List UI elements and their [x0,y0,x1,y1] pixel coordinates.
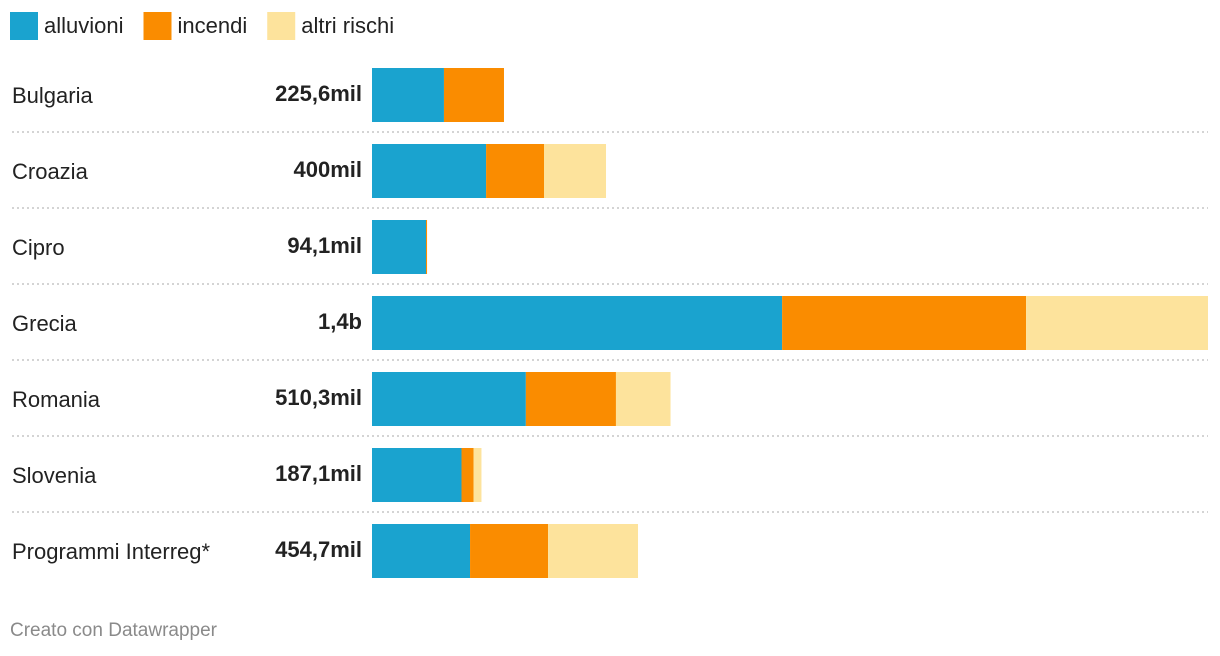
bar-segment [548,524,639,578]
bar-segment [372,524,471,578]
bar-segment [782,296,1027,350]
total-label: 510,3mil [275,385,362,410]
total-label: 225,6mil [275,81,362,106]
bar-segment [461,448,474,502]
bar-segment [543,144,607,198]
legend-label: incendi [178,13,248,38]
bar-segment [443,68,504,122]
bar-segment [525,372,616,426]
category-label: Programmi Interreg* [12,539,211,564]
total-label: 187,1mil [275,461,362,486]
total-label: 94,1mil [287,233,362,258]
bar-segment [486,144,544,198]
bar-segment [372,296,783,350]
total-label: 454,7mil [275,537,362,562]
bar-segment [470,524,549,578]
bar-segment [372,220,426,274]
category-label: Croazia [12,159,89,184]
total-label: 1,4b [318,309,362,334]
legend-label: altri rischi [301,13,394,38]
category-label: Bulgaria [12,83,93,108]
bar-segment [1026,296,1208,350]
legend-swatch [143,12,172,40]
category-label: Cipro [12,235,65,260]
category-label: Grecia [12,311,78,336]
category-label: Slovenia [12,463,97,488]
legend-label: alluvioni [44,13,124,38]
bar-segment [615,372,671,426]
bar-segment [372,372,526,426]
legend-swatch [267,12,296,40]
legend-swatch [10,12,38,40]
category-label: Romania [12,387,101,412]
bar-segment [425,220,428,274]
total-label: 400mil [294,157,363,182]
bar-segment [372,144,487,198]
bar-segment [372,68,444,122]
bar-segment [372,448,462,502]
source-note: Creato con Datawrapper [10,620,218,641]
bar-segment [473,448,482,502]
